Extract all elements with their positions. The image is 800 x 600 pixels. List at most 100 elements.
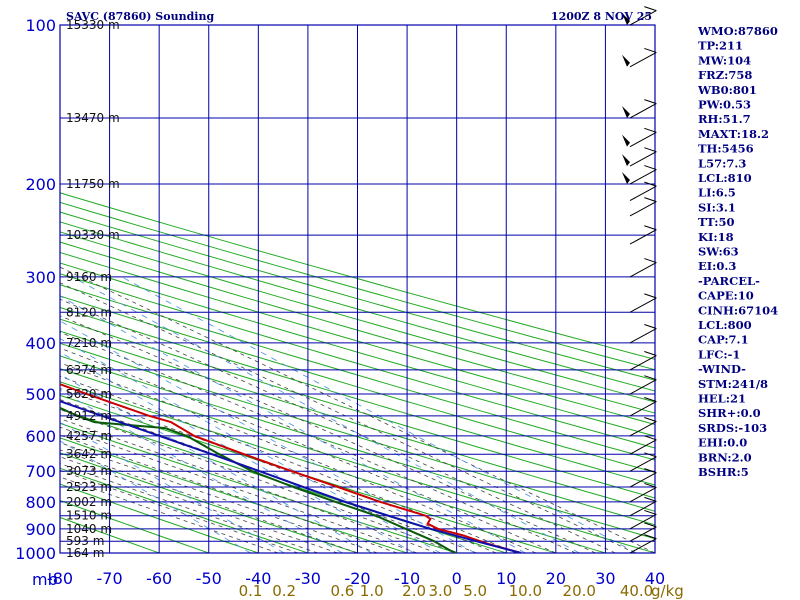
pressure-tick-label: 100: [25, 16, 56, 35]
index-entry: CAP:7.1: [698, 333, 749, 347]
wind-barb-staff: [629, 185, 657, 201]
pressure-tick-label: 500: [25, 385, 56, 404]
index-entry: -WIND-: [698, 362, 746, 376]
mixing-ratio-line: [121, 276, 637, 553]
wind-barb-staff: [629, 355, 657, 371]
index-entry: WB0:801: [697, 83, 757, 97]
index-entry: SRDS:-103: [698, 421, 767, 435]
index-entry: LFC:-1: [698, 347, 740, 361]
wind-barb-flag: [644, 258, 657, 264]
mixing-ratio-tick-label: 0.2: [272, 582, 296, 600]
index-entry: SI:3.1: [698, 200, 736, 214]
temperature-tick-label: -70: [97, 569, 123, 588]
index-entry: MW:104: [698, 53, 751, 67]
mixing-ratio-tick-label: 2.0: [402, 582, 426, 600]
wind-barb-flag: [644, 165, 657, 171]
wind-barb-flag: [644, 534, 657, 540]
wind-barb-staff: [629, 439, 657, 455]
mixing-ratio-tick-label: 0.1: [239, 582, 263, 600]
height-label: 7210 m: [66, 336, 112, 350]
chart-datetime: 1200Z 8 NOV 25: [551, 10, 652, 23]
temperature-tick-label: -10: [394, 569, 420, 588]
index-entry: SHR+:0.0: [698, 406, 761, 420]
index-entry: LCL:810: [698, 171, 752, 185]
dry-adiabat: [60, 306, 655, 486]
wind-barb-pennant: [622, 154, 630, 167]
index-entry: KI:18: [698, 230, 734, 244]
mixing-ratio-tick-label: 1.0: [360, 582, 384, 600]
dry-adiabat: [60, 355, 655, 540]
pressure-tick-label: 700: [25, 462, 56, 481]
wind-barb-staff: [629, 151, 657, 167]
height-label: 13470 m: [66, 111, 120, 125]
wind-barb-staff: [629, 51, 657, 68]
wind-barb-staff: [629, 131, 657, 148]
dry-adiabat: [60, 262, 655, 437]
wind-barb-staff: [629, 328, 657, 344]
index-entry: CINH:67104: [698, 303, 778, 317]
wind-barb-flag: [644, 127, 657, 133]
dry-adiabat: [60, 452, 360, 553]
wind-barbs: [622, 6, 657, 554]
index-entry: TH:5456: [698, 142, 754, 156]
mixing-ratio-unit: g/kg: [651, 582, 684, 600]
dry-adiabat: [60, 381, 608, 553]
pressure-tick-label: 1000: [15, 544, 56, 563]
mixing-ratio-tick-label: 5.0: [463, 582, 487, 600]
height-label: 6374 m: [66, 363, 112, 377]
wind-barb-flag: [644, 324, 657, 329]
dry-adiabat: [60, 368, 655, 553]
wind-barb-flag: [644, 509, 657, 515]
height-labels: 15330 m 13470 m 11750 m 10330 m 9160 m 8120 m…: [66, 18, 120, 560]
index-entry: BSHR:5: [698, 465, 749, 479]
wind-barb-staff: [629, 514, 657, 530]
dry-adiabat: [60, 221, 655, 392]
index-entry: LI:6.5: [698, 186, 736, 200]
wind-barb-staff: [629, 262, 657, 278]
wind-barb-staff: [629, 297, 657, 313]
wind-barb-staff: [629, 472, 657, 488]
height-label: 2002 m: [66, 495, 112, 509]
pressure-tick-label: 400: [25, 334, 56, 353]
dewpoint-profile: [60, 406, 458, 553]
height-label: 9160 m: [66, 270, 112, 284]
profile-lines: [60, 383, 522, 553]
temperature-tick-label: 30: [595, 569, 615, 588]
wind-barb-staff: [629, 229, 657, 245]
height-label: 11750 m: [66, 177, 120, 191]
index-entry: EI:0.3: [698, 259, 736, 273]
moist-adiabat: [60, 399, 477, 553]
index-entry: EHI:0.0: [698, 436, 747, 450]
dry-adiabat: [60, 483, 260, 553]
dry-adiabat: [60, 516, 161, 553]
index-entry: HEL:21: [698, 392, 746, 406]
wind-barb-staff: [629, 421, 657, 437]
wind-barb-staff: [629, 538, 657, 554]
wind-barb-flag: [644, 468, 657, 474]
index-entry: SW:63: [698, 245, 739, 259]
wind-barb-staff: [629, 500, 657, 517]
index-entry: WMO:87860: [697, 24, 778, 38]
wind-barb-flag: [644, 522, 657, 528]
wind-barb-flag: [644, 417, 657, 422]
dry-adiabat: [60, 342, 655, 526]
wind-barb-flag: [644, 197, 657, 203]
temperature-tick-label: 40: [645, 569, 665, 588]
height-label: 164 m: [66, 546, 104, 560]
dry-adiabat: [60, 284, 655, 461]
index-entry: RH:51.7: [698, 112, 751, 126]
wind-barb-staff: [629, 401, 657, 417]
dry-adiabat: [60, 318, 655, 499]
height-label: 1510 m: [66, 509, 112, 523]
wind-barb-staff: [629, 169, 657, 185]
height-label: 5620 m: [66, 387, 112, 401]
height-label: 15330 m: [66, 18, 120, 32]
height-label: 4257 m: [66, 429, 112, 443]
wind-barb-staff: [629, 379, 657, 395]
wind-barb-pennant: [622, 134, 630, 147]
temperature-tick-label: 10: [496, 569, 516, 588]
parcel-profile: [60, 400, 522, 553]
dry-adiabat: [60, 422, 459, 553]
dry-adiabat: [60, 211, 655, 381]
